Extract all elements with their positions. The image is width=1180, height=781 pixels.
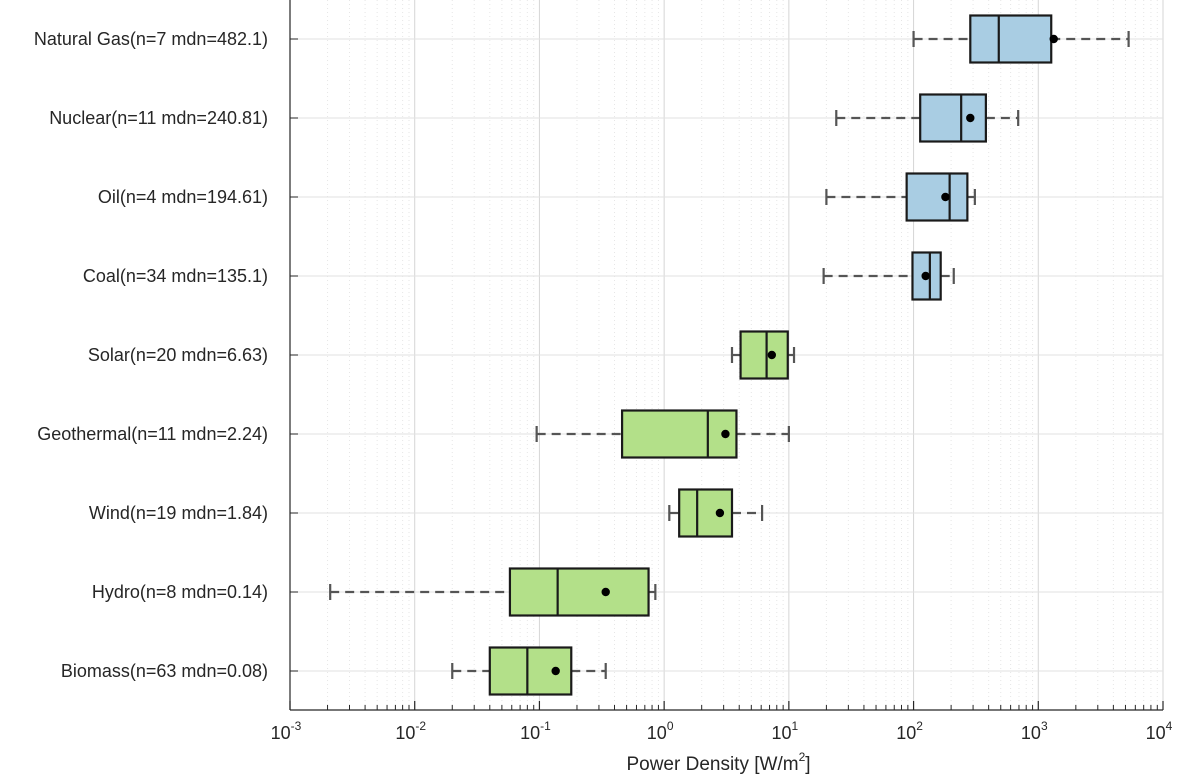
x-tick-exponent: 0 bbox=[667, 719, 674, 733]
mean-marker bbox=[715, 508, 725, 518]
x-tick-label: 10-2 bbox=[395, 719, 426, 743]
category-label: Hydro(n=8 mdn=0.14) bbox=[92, 582, 268, 602]
box-group-1 bbox=[835, 93, 1020, 143]
category-label: Geothermal(n=11 mdn=2.24) bbox=[37, 424, 268, 444]
category-label: Nuclear(n=11 mdn=240.81) bbox=[49, 108, 268, 128]
x-tick-exponent: -2 bbox=[415, 719, 426, 733]
mean-marker bbox=[767, 350, 777, 360]
x-axis-title-tail: ] bbox=[805, 754, 810, 775]
mean-marker bbox=[551, 666, 560, 676]
x-tick-base: 10 bbox=[520, 723, 540, 743]
category-label: Biomass(n=63 mdn=0.08) bbox=[61, 661, 268, 681]
category-label: Solar(n=20 mdn=6.63) bbox=[88, 345, 268, 365]
x-tick-base: 10 bbox=[395, 723, 415, 743]
x-tick-label: 104 bbox=[1146, 719, 1173, 743]
category-label: Wind(n=19 mdn=1.84) bbox=[89, 503, 268, 523]
x-tick-label: 103 bbox=[1021, 719, 1048, 743]
box-group-2 bbox=[825, 172, 976, 222]
iqr-box bbox=[508, 567, 650, 617]
x-tick-exponent: 3 bbox=[1041, 719, 1048, 733]
category-label: Coal(n=34 mdn=135.1) bbox=[83, 266, 268, 286]
x-tick-label: 100 bbox=[647, 719, 674, 743]
box-group-7 bbox=[329, 567, 657, 617]
x-tick-exponent: -3 bbox=[291, 719, 302, 733]
x-tick-label: 10-3 bbox=[271, 719, 302, 743]
grid-layer bbox=[289, 0, 1164, 710]
x-tick-base: 10 bbox=[771, 723, 791, 743]
box-group-0 bbox=[912, 14, 1130, 64]
box-group-3 bbox=[822, 251, 955, 301]
x-tick-label: 102 bbox=[896, 719, 923, 743]
mean-marker bbox=[941, 192, 950, 202]
x-tick-base: 10 bbox=[896, 723, 916, 743]
mean-marker bbox=[601, 587, 610, 597]
iqr-box bbox=[739, 330, 789, 380]
iqr-box bbox=[905, 172, 969, 222]
mean-marker bbox=[966, 113, 975, 123]
mean-marker bbox=[721, 429, 730, 439]
x-axis-title-sup: 2 bbox=[799, 750, 806, 764]
mean-marker bbox=[921, 271, 930, 281]
box-group-5 bbox=[535, 409, 790, 459]
mean-marker bbox=[1049, 34, 1058, 44]
x-tick-base: 10 bbox=[271, 723, 291, 743]
x-axis-title: Power Density [W/m2] bbox=[626, 750, 810, 775]
iqr-box bbox=[919, 93, 987, 143]
x-tick-exponent: 4 bbox=[1166, 719, 1173, 733]
iqr-box bbox=[969, 14, 1053, 64]
category-label: Natural Gas(n=7 mdn=482.1) bbox=[34, 29, 268, 49]
x-tick-exponent: 2 bbox=[916, 719, 923, 733]
x-tick-label: 10-1 bbox=[520, 719, 551, 743]
box-group-4 bbox=[730, 330, 796, 380]
x-tick-base: 10 bbox=[1021, 723, 1041, 743]
x-tick-exponent: 1 bbox=[792, 719, 799, 733]
x-tick-base: 10 bbox=[1146, 723, 1166, 743]
box-layer bbox=[329, 14, 1130, 696]
x-tick-base: 10 bbox=[647, 723, 667, 743]
axis-layer bbox=[289, 0, 1164, 711]
x-tick-exponent: -1 bbox=[540, 719, 551, 733]
category-label: Oil(n=4 mdn=194.61) bbox=[98, 187, 268, 207]
iqr-box bbox=[620, 409, 738, 459]
box-group-6 bbox=[668, 488, 764, 538]
x-tick-label: 101 bbox=[771, 719, 798, 743]
box-group-8 bbox=[451, 646, 607, 696]
x-axis-title-base: Power Density [W/m bbox=[626, 754, 798, 775]
label-layer: Natural Gas(n=7 mdn=482.1) Nuclear(n=11 m… bbox=[34, 29, 1173, 775]
